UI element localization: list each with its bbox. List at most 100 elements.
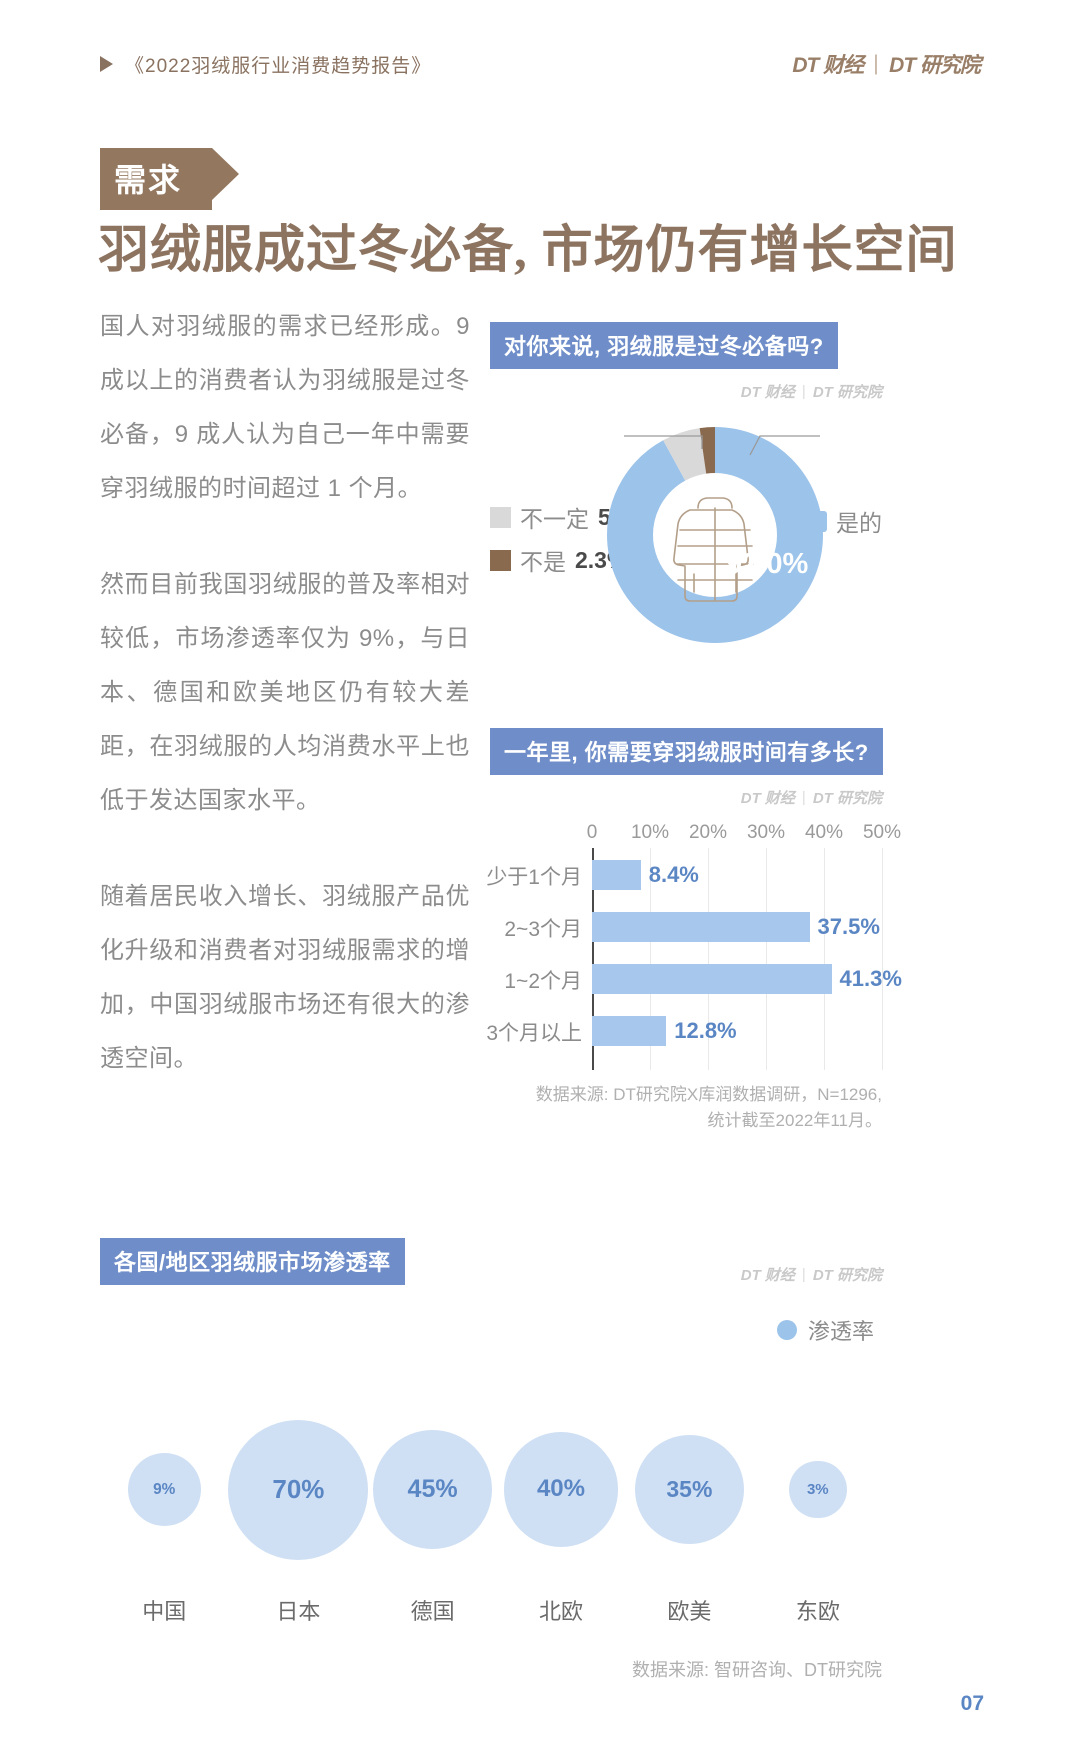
bar-chart-x-axis: 0 10% 20% 30% 40% 50% — [587, 822, 901, 848]
bar-chart-axis-line — [592, 848, 594, 1070]
grid-line — [708, 848, 709, 1070]
donut-chart-area: 不一定 5.7% 不是 2.3% 是的 — [490, 408, 882, 680]
grid-line — [824, 848, 825, 1070]
bubble-value: 35% — [634, 1434, 745, 1545]
bubble-panel-logo: DT 财经 | DT 研究院 — [741, 1264, 882, 1285]
legend-label-penetration: 渗透率 — [807, 1319, 874, 1344]
legend-dot-penetration — [776, 1320, 797, 1340]
donut-leader-lines — [624, 435, 820, 456]
section-tag-demand: 需求 — [100, 148, 240, 210]
bubble-item: 9% 中国 — [100, 1397, 228, 1624]
bubble-chart-source: 数据来源: 智研咨询、DT研究院 — [632, 1660, 882, 1680]
bar-category-label: 3个月以上 — [486, 1022, 582, 1045]
report-title: 《2022羽绒服行业消费趋势报告》 — [125, 55, 432, 77]
bubble-category-label: 东欧 — [795, 1599, 840, 1624]
legend-label-yes: 是的 — [836, 510, 882, 536]
bubble-category-label: 日本 — [276, 1599, 321, 1624]
bar-value-label: 41.3% — [839, 966, 902, 991]
bubble-value: 45% — [372, 1429, 493, 1550]
bubble-value: 9% — [127, 1452, 201, 1527]
legend-label-no: 不是 — [520, 549, 566, 575]
bubble-value: 70% — [228, 1419, 369, 1560]
legend-swatch-brown — [490, 549, 511, 571]
donut-logo-main: DT 财经 — [740, 384, 795, 401]
bar-logo-sub: DT 研究院 — [812, 790, 882, 807]
legend-swatch-gray — [490, 506, 511, 528]
bubble-chart-row: 9% 中国 70% 日本 45% 德国 40% 北欧 35% 欧美 3% 东欧 — [100, 1397, 882, 1624]
donut-panel-logo: DT 财经 | DT 研究院 — [490, 381, 882, 402]
bubble-category-label: 德国 — [410, 1599, 455, 1624]
donut-chart-banner: 对你来说, 羽绒服是过冬必备吗? — [490, 322, 838, 369]
grid-line — [882, 848, 883, 1070]
body-paragraph-1: 国人对羽绒服的需求已经形成。9 成以上的消费者认为羽绒服是过冬必备，9 成人认为… — [100, 313, 470, 502]
bar-value-label: 37.5% — [817, 914, 880, 939]
brand-logo: DT 财经 | DT 研究院 — [792, 49, 981, 79]
bar-row: 1~2个月 41.3% — [504, 964, 902, 994]
bar-fill — [592, 1016, 667, 1046]
bar-panel-logo: DT 财经 | DT 研究院 — [490, 787, 882, 808]
bubble-item: 45% 德国 — [368, 1397, 496, 1624]
bar-row: 少于1个月 8.4% — [486, 860, 882, 890]
bar-chart-panel: 一年里, 你需要穿羽绒服时间有多长? DT 财经 | DT 研究院 0 10% 20… — [486, 728, 902, 1134]
bar-category-label: 2~3个月 — [504, 918, 582, 941]
bar-chart-banner: 一年里, 你需要穿羽绒服时间有多长? — [490, 728, 883, 775]
bar-source-line-1: 数据来源: DT研究院X库润数据调研，N=1296, — [535, 1085, 882, 1104]
page-header: 《2022羽绒服行业消费趋势报告》 DT 财经 | DT 研究院 — [100, 44, 981, 84]
header-left: 《2022羽绒服行业消费趋势报告》 — [100, 51, 431, 78]
bubble-item: 35% 欧美 — [625, 1397, 753, 1624]
bar-chart-area: 0 10% 20% 30% 40% 50% 少于1个月 8.4% 2~3个月 37.5% 1~2个… — [486, 822, 902, 1074]
bar-fill — [592, 912, 810, 942]
bar-fill — [592, 964, 832, 994]
bubble-category-label: 北欧 — [539, 1599, 584, 1624]
bubble-category-label: 中国 — [142, 1599, 187, 1624]
bar-value-label: 8.4% — [648, 862, 699, 887]
section-tag-wrap: 需求 — [100, 148, 240, 210]
donut-segment-no — [607, 427, 823, 643]
body-paragraph-2: 然而目前我国羽绒服的普及率相对较低，市场渗透率仅为 9%，与日本、德国和欧美地区… — [100, 571, 470, 814]
bubble-category-label: 欧美 — [667, 1599, 712, 1624]
bar-logo-main: DT 财经 — [740, 790, 795, 807]
donut-main-value: 92.0% — [726, 548, 809, 580]
bubble-logo-separator: | — [801, 1266, 806, 1283]
x-axis-tick: 30% — [746, 822, 786, 843]
bubble-logo-main: DT 财经 — [740, 1267, 795, 1284]
grid-line — [766, 848, 767, 1070]
body-column: 国人对羽绒服的需求已经形成。9 成以上的消费者认为羽绒服是过冬必备，9 成人认为… — [100, 300, 470, 1128]
donut-legend-left: 不一定 5.7% 不是 2.3% — [490, 500, 650, 586]
bubble-logo-sub: DT 研究院 — [812, 1267, 882, 1284]
x-axis-tick: 40% — [804, 822, 844, 843]
bubble-value: 3% — [789, 1460, 847, 1519]
grid-line — [650, 848, 651, 1070]
bubble-chart-banner: 各国/地区羽绒服市场渗透率 — [100, 1238, 405, 1285]
donut-logo-sub: DT 研究院 — [812, 384, 882, 401]
bar-row: 2~3个月 37.5% — [504, 912, 882, 942]
x-axis-tick: 50% — [862, 822, 902, 843]
bubble-panel-header: 各国/地区羽绒服市场渗透率 DT 财经 | DT 研究院 — [100, 1238, 882, 1285]
bubble-chart-legend: 渗透率 — [776, 1314, 874, 1346]
body-paragraph-3: 随着居民收入增长、羽绒服产品优化升级和消费者对羽绒服需求的增加，中国羽绒服市场还… — [100, 883, 470, 1072]
brand-logo-sub: DT 研究院 — [889, 54, 981, 77]
bar-chart-source: 数据来源: DT研究院X库润数据调研，N=1296, 统计截至2022年11月。 — [490, 1082, 882, 1134]
bar-logo-separator: | — [801, 789, 806, 806]
page-headline: 羽绒服成过冬必备, 市场仍有增长空间 — [98, 223, 958, 279]
legend-label-uncertain: 不一定 — [520, 506, 589, 532]
x-axis-tick: 0 — [586, 822, 598, 843]
bar-value-label: 12.8% — [674, 1018, 737, 1043]
bar-category-label: 1~2个月 — [504, 970, 582, 993]
bubble-chart-panel: 各国/地区羽绒服市场渗透率 DT 财经 | DT 研究院 渗透率 9% 中国 70%… — [100, 1238, 882, 1682]
triangle-right-icon — [100, 56, 113, 72]
bar-chart-plot: 少于1个月 8.4% 2~3个月 37.5% 1~2个月 41.3% 3个月以上 12.8% — [486, 848, 902, 1070]
bar-row: 3个月以上 12.8% — [486, 1016, 882, 1046]
bubble-value: 40% — [503, 1432, 619, 1547]
bar-category-label: 少于1个月 — [486, 866, 582, 889]
donut-chart-svg — [607, 427, 823, 643]
bubble-item: 40% 北欧 — [497, 1397, 625, 1624]
bar-source-line-2: 统计截至2022年11月。 — [707, 1111, 882, 1130]
bubble-item: 3% 东欧 — [754, 1397, 882, 1624]
x-axis-tick: 10% — [630, 822, 670, 843]
donut-logo-separator: | — [801, 383, 806, 400]
bar-fill — [592, 860, 641, 890]
brand-logo-main: DT 财经 — [792, 54, 864, 77]
page-number: 07 — [960, 1692, 984, 1715]
brand-logo-separator: | — [873, 52, 880, 75]
